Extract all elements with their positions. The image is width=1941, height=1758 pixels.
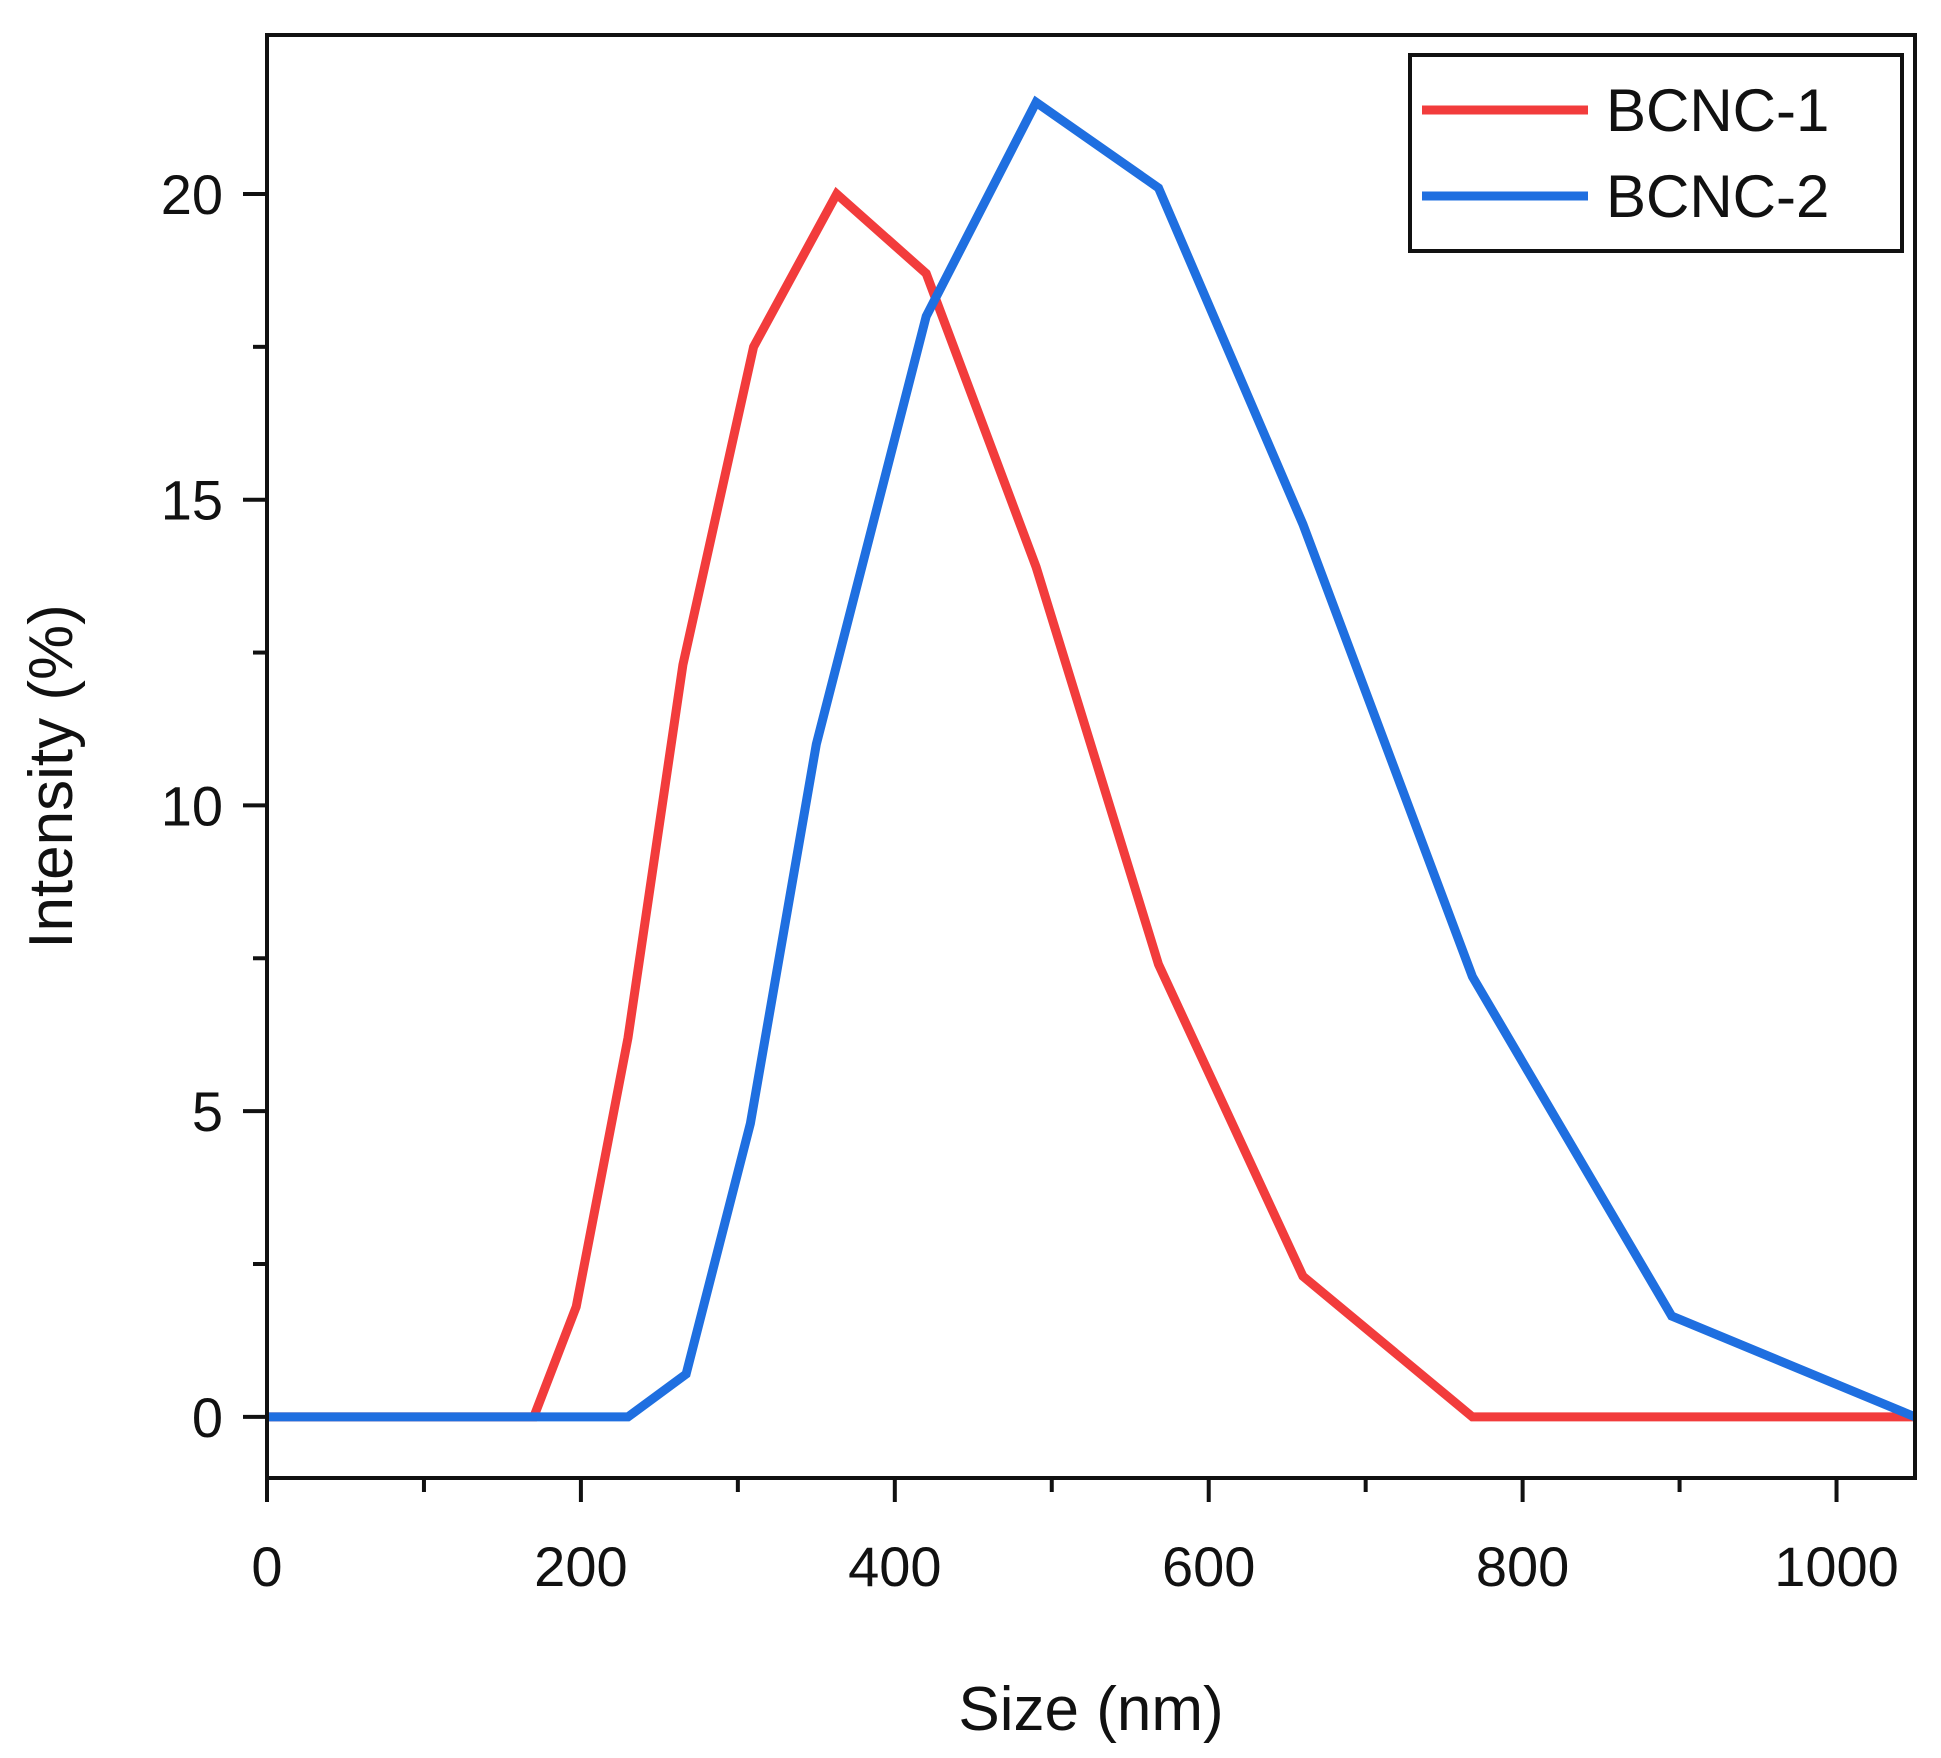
series-line-bcnc-2 — [267, 95, 1917, 1422]
legend-label-bcnc-2: BCNC-2 — [1606, 163, 1829, 230]
y-tick-label: 0 — [192, 1386, 223, 1449]
x-tick-label: 1000 — [1774, 1535, 1899, 1598]
y-axis-title: Intensity (%) — [17, 604, 86, 949]
y-tick-label: 5 — [192, 1080, 223, 1143]
series-line-bcnc-1 — [267, 186, 1915, 1422]
x-tick-label: 600 — [1162, 1535, 1255, 1598]
legend-box — [1408, 53, 1904, 253]
x-tick-label: 800 — [1476, 1535, 1569, 1598]
x-tick-label: 200 — [534, 1535, 627, 1598]
x-axis-ticks: 0 200 400 600 800 1000 — [251, 1478, 1899, 1598]
x-axis-title: Size (nm) — [958, 1675, 1223, 1744]
legend: BCNC-1 BCNC-2 — [1408, 53, 1904, 253]
y-axis-ticks: 0 5 10 15 20 — [161, 163, 267, 1449]
y-tick-label: 15 — [161, 469, 223, 532]
plot-frame — [265, 33, 1917, 1480]
y-tick-label: 20 — [161, 163, 223, 226]
y-tick-label: 10 — [161, 774, 223, 837]
x-tick-label: 0 — [251, 1535, 282, 1598]
plot-lines — [267, 95, 1917, 1422]
legend-label-bcnc-1: BCNC-1 — [1606, 77, 1829, 144]
x-tick-label: 400 — [848, 1535, 941, 1598]
